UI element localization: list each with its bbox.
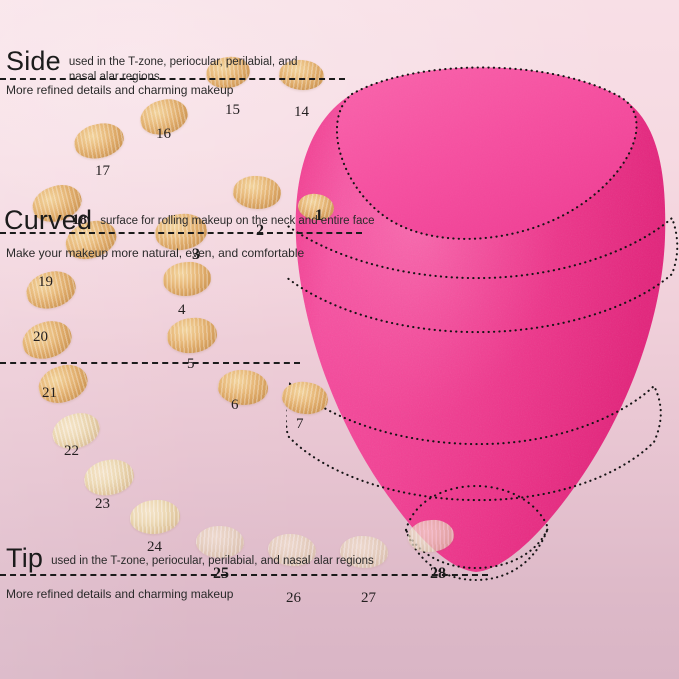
top-section-dotted-outline	[336, 66, 638, 240]
swatch-label-24: 24	[147, 539, 162, 555]
foundation-swatch	[216, 368, 270, 407]
annotation-curved: Curved surface for rolling makeup on the…	[4, 207, 375, 234]
annotation-tip: Tip used in the T-zone, periocular, peri…	[6, 545, 374, 572]
dashed-guide-line-curved-upper	[0, 232, 362, 234]
annotation-side-subtitle: More refined details and charming makeup	[6, 83, 234, 97]
swatch-label-4: 4	[178, 302, 186, 318]
foundation-swatch	[231, 174, 283, 211]
sponge-illustration	[286, 66, 679, 582]
swatch-label-28: 28	[430, 565, 446, 582]
swatch-label-23: 23	[95, 496, 110, 512]
makeup-sponge	[286, 52, 679, 584]
swatch-label-3: 3	[192, 246, 200, 263]
swatch-label-1: 1	[315, 207, 323, 224]
foundation-swatch	[128, 498, 182, 536]
swatch-label-26: 26	[286, 590, 301, 606]
swatch-label-14: 14	[294, 104, 309, 120]
foundation-swatch	[81, 455, 137, 500]
swatch-label-22: 22	[64, 443, 79, 459]
swatch-label-21: 21	[42, 385, 57, 401]
annotation-side-description: used in the T-zone, periocular, perilabi…	[68, 56, 298, 84]
swatch-label-27: 27	[361, 590, 376, 606]
annotation-curved-subtitle: Make your makeup more natural, even, and…	[6, 246, 305, 260]
foundation-swatch	[165, 315, 219, 356]
annotation-tip-subtitle: More refined details and charming makeup	[6, 587, 234, 601]
swatch-label-2: 2	[256, 222, 264, 239]
foundation-swatch	[71, 119, 127, 163]
annotation-curved-title: Curved	[4, 205, 93, 235]
swatch-label-6: 6	[231, 397, 239, 413]
swatch-label-17: 17	[95, 163, 110, 179]
dashed-guide-line-tip	[0, 574, 488, 576]
annotation-tip-description: used in the T-zone, periocular, perilabi…	[51, 555, 374, 567]
swatch-label-20: 20	[33, 329, 48, 345]
annotation-side-title: Side	[6, 46, 61, 76]
foundation-swatch	[161, 260, 213, 298]
annotation-curved-description: surface for rolling makeup on the neck a…	[100, 215, 375, 227]
swatch-label-19: 19	[38, 274, 53, 290]
swatch-label-7: 7	[296, 416, 304, 432]
swatch-label-25: 25	[213, 565, 229, 582]
swatch-label-18: 18	[72, 212, 87, 228]
annotation-tip-title: Tip	[6, 543, 44, 573]
middle-section-dotted-band	[286, 216, 679, 334]
dashed-guide-line-side	[0, 78, 345, 80]
swatch-label-5: 5	[187, 356, 195, 372]
dashed-guide-line-curved-lower	[0, 362, 300, 364]
swatch-label-15: 15	[225, 102, 240, 118]
foundation-swatch	[33, 359, 93, 409]
annotation-side: Side used in the T-zone, periocular, per…	[6, 48, 319, 85]
lower-section-dotted-band	[286, 382, 662, 502]
swatch-label-16: 16	[156, 126, 171, 142]
